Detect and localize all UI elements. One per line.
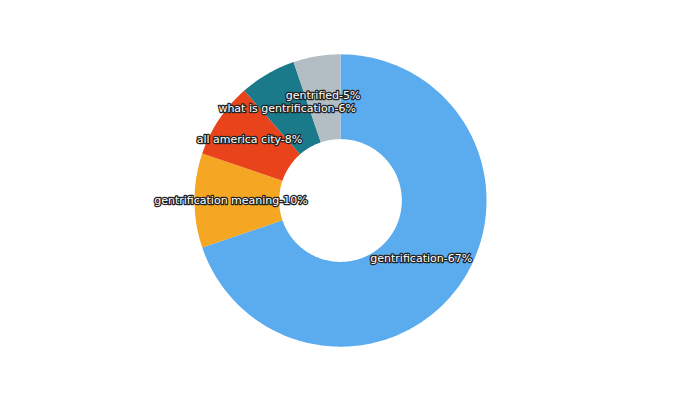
svg-text:gentrification meaning-10%: gentrification meaning-10% [154, 194, 308, 207]
svg-text:gentrified-5%: gentrified-5% [286, 89, 361, 102]
svg-text:what is gentrification-6%: what is gentrification-6% [218, 102, 356, 115]
svg-text:gentrification-67%: gentrification-67% [370, 252, 472, 265]
svg-text:all america city-8%: all america city-8% [197, 133, 303, 146]
